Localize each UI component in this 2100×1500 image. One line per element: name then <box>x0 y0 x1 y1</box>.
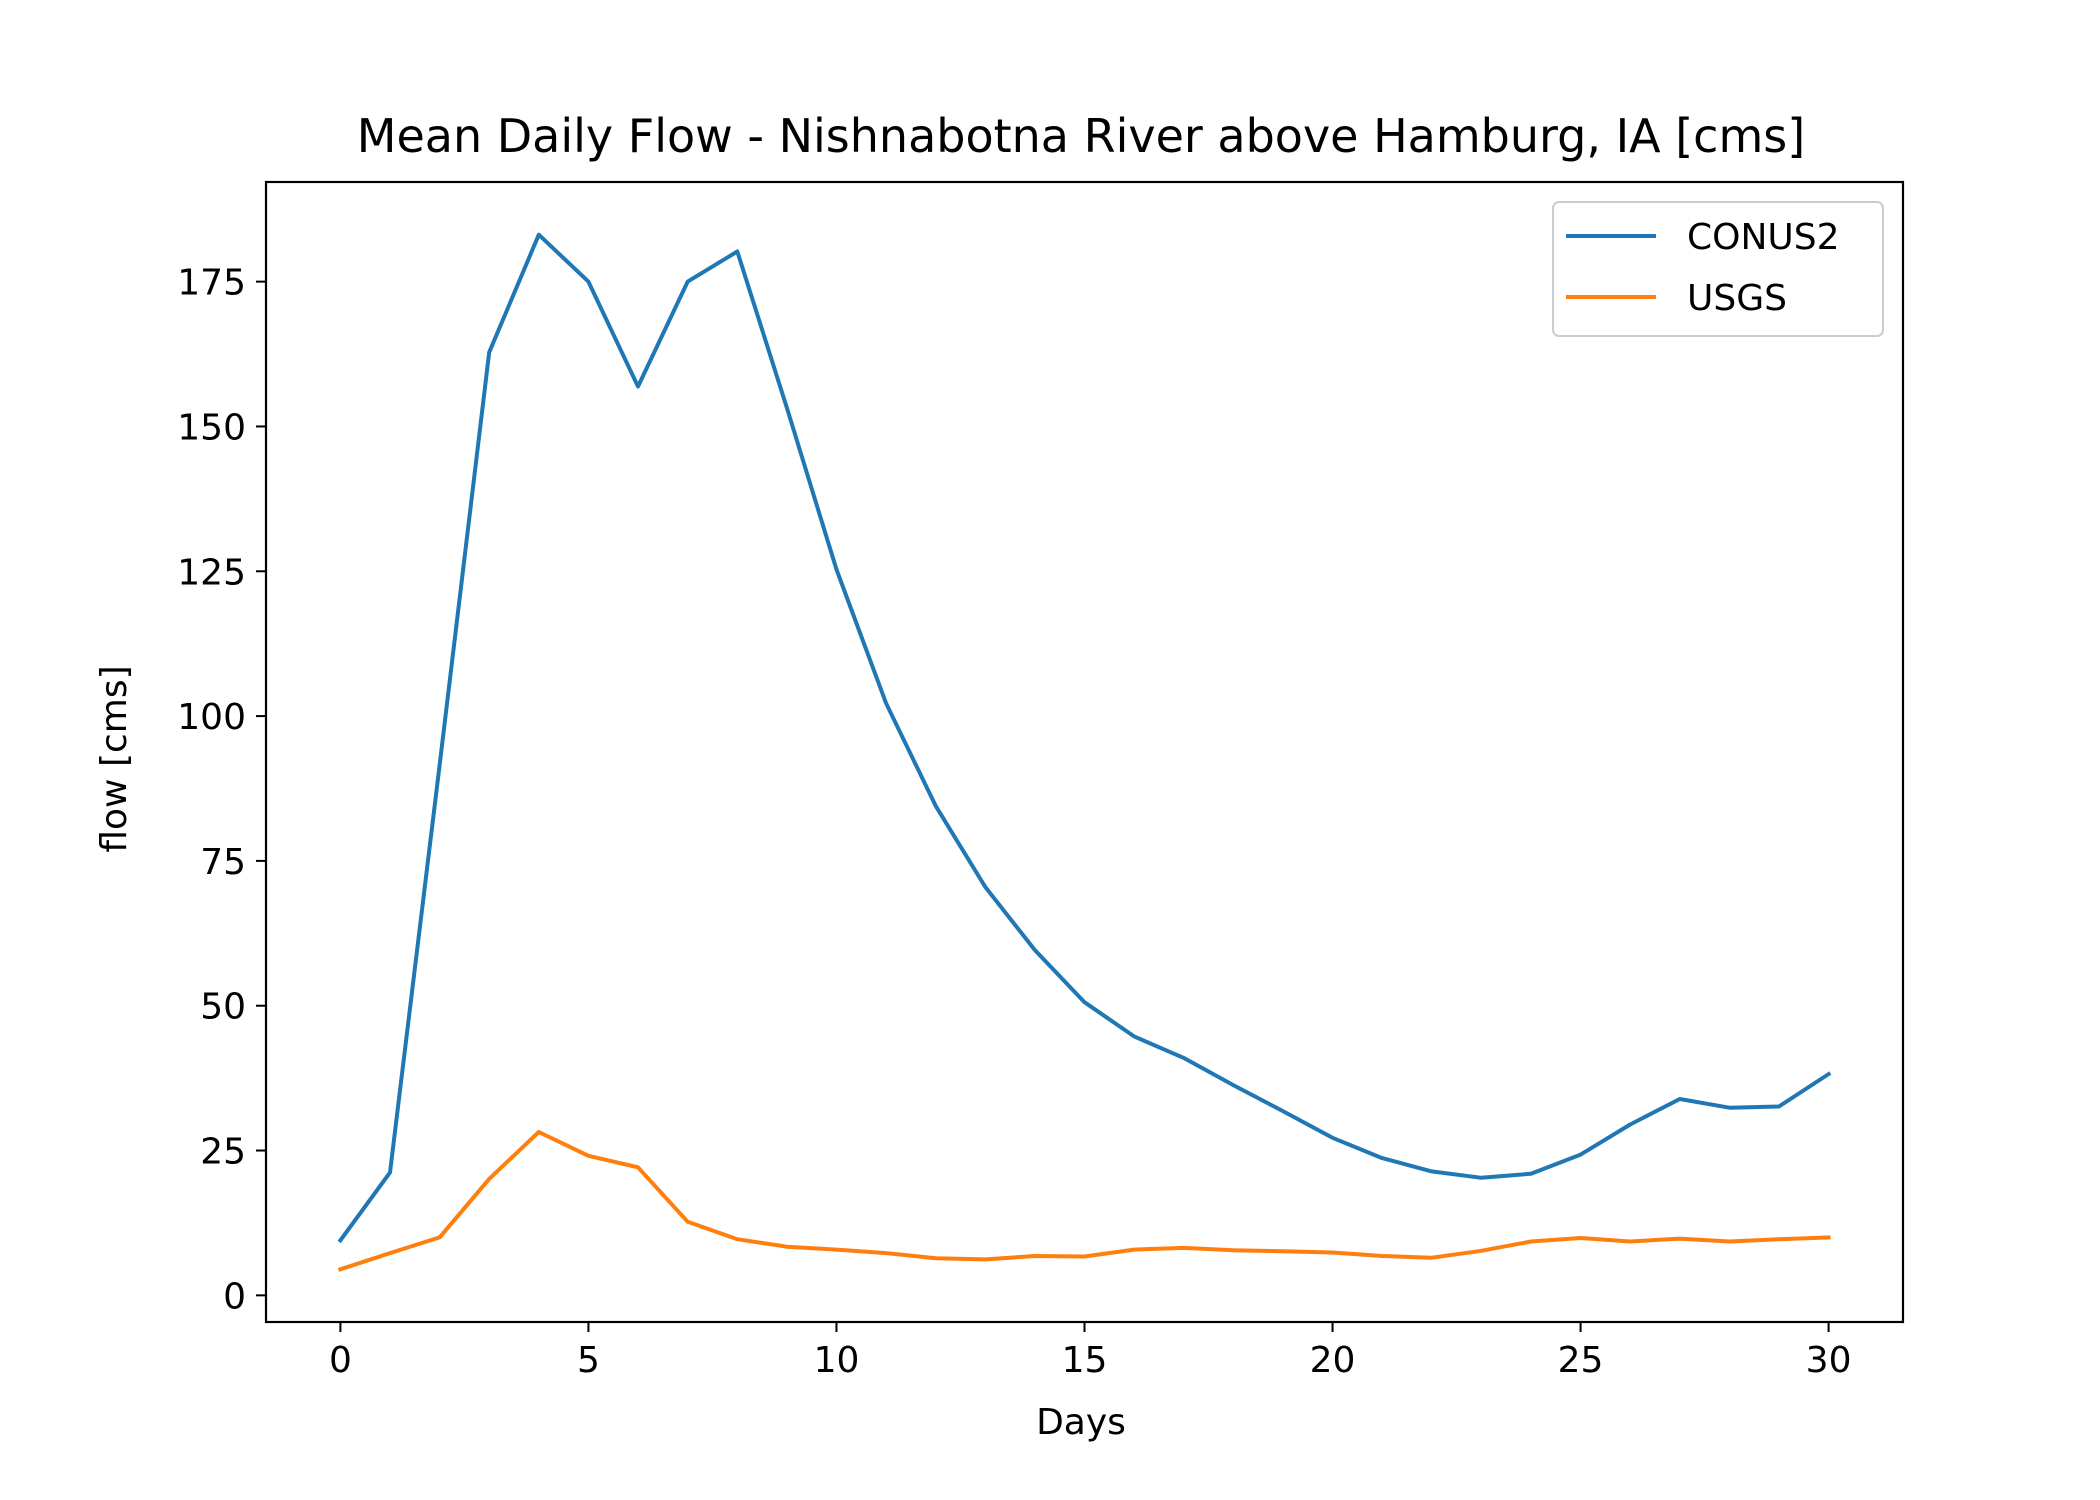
legend-label-conus2: CONUS2 <box>1687 217 1840 258</box>
y-tick-label: 150 <box>177 407 246 448</box>
series-line-conus2 <box>337 232 1832 1244</box>
y-tick-label: 25 <box>200 1132 246 1173</box>
x-axis: 0 5 10 15 20 25 30 <box>329 1322 1852 1381</box>
series-line-usgs <box>337 1130 1831 1272</box>
y-tick-label: 75 <box>200 842 246 883</box>
y-axis-label: flow [cms] <box>94 665 135 852</box>
chart-title: Mean Daily Flow - Nishnabotna River abov… <box>357 109 1805 163</box>
x-tick-label: 10 <box>814 1340 860 1381</box>
y-tick-label: 100 <box>177 697 246 738</box>
plot-frame <box>264 180 1905 1324</box>
x-tick-label: 30 <box>1806 1340 1852 1381</box>
y-tick-label: 125 <box>177 552 246 593</box>
plot-area <box>337 232 1832 1272</box>
y-tick-label: 50 <box>200 987 246 1028</box>
x-tick-label: 0 <box>329 1340 352 1381</box>
legend: CONUS2 USGS <box>1552 201 1884 337</box>
y-axis: 0 25 50 75 100 125 150 175 <box>177 263 266 1317</box>
x-tick-label: 15 <box>1062 1340 1108 1381</box>
x-tick-label: 25 <box>1558 1340 1604 1381</box>
legend-label-usgs: USGS <box>1687 278 1787 319</box>
y-tick-label: 0 <box>223 1276 246 1317</box>
x-axis-label: Days <box>1036 1402 1126 1443</box>
y-tick-label: 175 <box>177 263 246 304</box>
x-tick-label: 5 <box>577 1340 600 1381</box>
x-tick-label: 20 <box>1310 1340 1356 1381</box>
